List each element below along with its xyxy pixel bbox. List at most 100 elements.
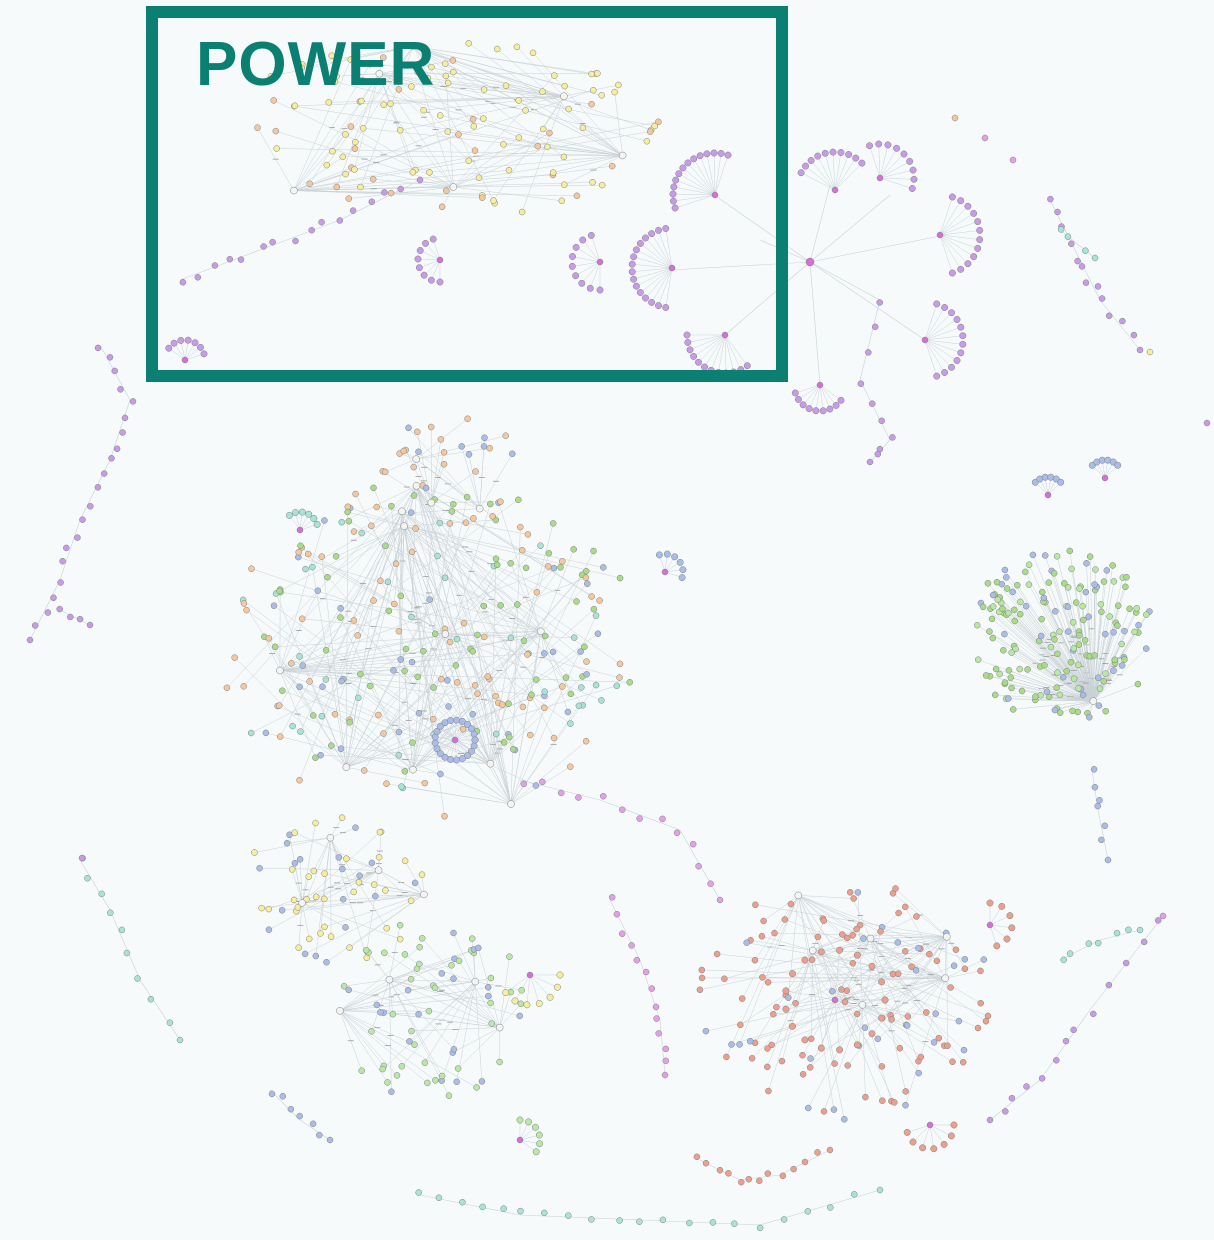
graph-node	[527, 731, 534, 739]
graph-node	[94, 484, 102, 491]
graph-edge	[389, 979, 520, 1017]
graph-edge	[293, 100, 362, 191]
graph-node	[1105, 981, 1113, 989]
hub-node	[507, 800, 515, 808]
graph-node	[1068, 240, 1075, 248]
graph-node	[655, 118, 662, 126]
graph-edge	[531, 631, 542, 695]
graph-node	[288, 866, 296, 873]
graph-node	[1110, 578, 1118, 585]
graph-node	[636, 1218, 643, 1225]
graph-node	[663, 550, 671, 558]
hub-node	[936, 231, 944, 239]
graph-node	[381, 468, 389, 476]
graph-edge	[632, 263, 673, 269]
graph-node	[702, 1159, 710, 1167]
graph-edge	[788, 895, 799, 998]
graph-edge	[287, 837, 331, 844]
hub-node	[876, 174, 884, 182]
graph-node	[342, 170, 349, 178]
graph-node	[1056, 628, 1063, 635]
graph-node	[1086, 714, 1093, 721]
graph-edge	[591, 235, 601, 263]
graph-edge	[490, 677, 567, 764]
graph-node	[409, 739, 416, 746]
graph-node	[366, 60, 374, 68]
graph-node	[1060, 673, 1067, 681]
graph-node	[613, 682, 621, 690]
graph-node	[453, 1078, 460, 1086]
graph-node	[294, 904, 302, 911]
graph-node	[447, 717, 454, 724]
graph-edge	[582, 239, 601, 263]
graph-node	[468, 747, 475, 755]
graph-node	[502, 82, 510, 89]
graph-node	[223, 684, 231, 692]
graph-node	[1131, 628, 1138, 636]
graph-edge	[301, 46, 414, 69]
graph-node	[662, 304, 670, 311]
graph-node	[693, 1153, 701, 1161]
graph-node	[725, 1170, 732, 1177]
graph-node	[977, 967, 984, 975]
graph-node	[380, 54, 387, 61]
graph-node	[297, 542, 304, 550]
graph-node	[63, 544, 70, 552]
graph-edge	[823, 1004, 863, 1112]
graph-node	[565, 105, 572, 113]
graph-node	[1008, 649, 1015, 656]
graph-node	[724, 151, 732, 159]
graph-edge	[989, 915, 1011, 926]
graph-node	[1043, 688, 1051, 695]
graph-node	[986, 1116, 994, 1124]
graph-node	[696, 152, 704, 160]
graph-node	[317, 930, 324, 937]
graph-node	[431, 733, 439, 741]
graph-edge	[809, 194, 891, 263]
graph-node	[567, 720, 574, 727]
graph-node	[892, 885, 899, 892]
graph-node	[698, 966, 706, 974]
graph-node	[636, 815, 643, 822]
graph-edge	[862, 1004, 935, 1043]
graph-node	[561, 181, 568, 188]
graph-node	[1090, 1010, 1097, 1018]
graph-node	[850, 895, 857, 902]
graph-node	[468, 935, 476, 942]
graph-node	[764, 1045, 771, 1052]
graph-node	[463, 493, 471, 501]
graph-node	[411, 1041, 418, 1048]
graph-node	[344, 508, 351, 516]
graph-node	[240, 683, 247, 690]
graph-node	[913, 913, 920, 920]
graph-edge	[802, 384, 821, 405]
graph-node	[518, 546, 526, 554]
graph-node	[248, 565, 255, 572]
graph-node	[408, 83, 415, 90]
graph-edge	[944, 932, 947, 979]
graph-node	[1126, 605, 1133, 613]
graph-node	[807, 1035, 815, 1043]
graph-node	[441, 60, 449, 67]
graph-edge	[870, 938, 987, 1022]
graph-edge	[298, 552, 446, 635]
graph-node	[1070, 675, 1078, 683]
graph-node	[342, 924, 349, 931]
graph-node	[1025, 581, 1033, 588]
graph-edge	[834, 966, 873, 1001]
graph-node	[1103, 567, 1111, 574]
graph-edge	[846, 936, 947, 991]
graph-edge	[792, 999, 836, 1027]
graph-edge	[693, 158, 716, 196]
graph-node	[1050, 570, 1058, 577]
graph-node	[589, 179, 596, 186]
graph-node	[306, 678, 313, 685]
graph-edge	[842, 934, 946, 979]
graph-node	[715, 368, 722, 376]
graph-node	[558, 197, 566, 205]
graph-node	[541, 688, 548, 695]
graph-node	[1003, 935, 1011, 943]
graph-node	[702, 1027, 710, 1035]
graph-edge	[416, 485, 458, 640]
graph-node	[331, 710, 339, 718]
